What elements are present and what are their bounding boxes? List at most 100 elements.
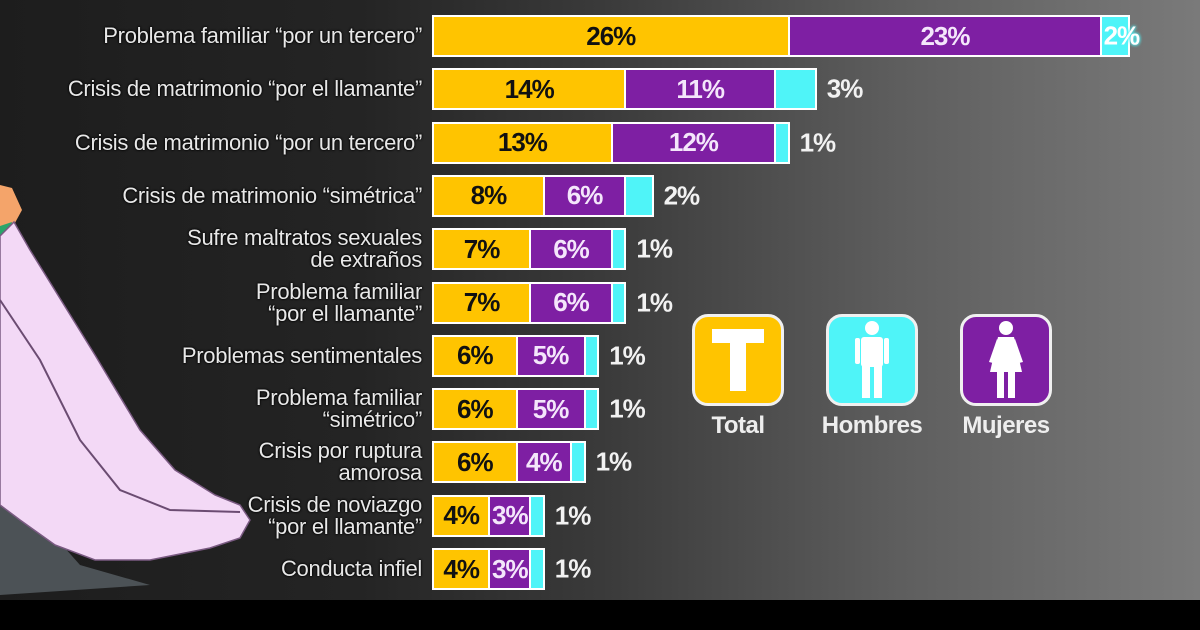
- bar-men: [610, 283, 625, 322]
- bar-total-label: 8%: [470, 180, 508, 211]
- bar-women: 5%: [515, 390, 584, 429]
- category-label: Sufre maltratos sexuales de extraños: [187, 225, 422, 273]
- bar-men-label: 1%: [636, 287, 673, 317]
- bar-total-label: 6%: [457, 446, 494, 477]
- bar-women: 23%: [787, 17, 1101, 55]
- bar-row: 7% 6%: [432, 281, 627, 324]
- bar-row: 4% 3%: [432, 494, 545, 537]
- bar-men-label: 1%: [554, 553, 592, 584]
- bar-total-label: 6%: [457, 340, 494, 371]
- bar-row: 7% 6%: [432, 228, 627, 271]
- bar-total: 7%: [434, 283, 530, 322]
- bar-men: [529, 550, 543, 588]
- bar-total-label: 7%: [463, 233, 501, 264]
- woman-glyph: [989, 321, 1023, 398]
- bottom-strip: [0, 600, 1200, 630]
- bar-total: 8%: [434, 176, 543, 215]
- bar-women-label: 6%: [553, 233, 590, 264]
- legend-item-total: Total: [690, 314, 786, 440]
- legend-item-women: Mujeres: [958, 314, 1054, 440]
- bar-total-label: 26%: [586, 20, 636, 51]
- bar-men-label: 1%: [799, 127, 837, 158]
- bar-total-label: 6%: [457, 393, 494, 424]
- foot-illustration: [0, 185, 251, 595]
- bar-women: 3%: [488, 496, 530, 535]
- legend-label-men: Hombres: [821, 412, 923, 439]
- bar-row: 14% 11%: [432, 68, 817, 111]
- bar-men-label: 2%: [1103, 20, 1141, 51]
- bar-women-label: 3%: [492, 553, 529, 584]
- bar-men-label: 1%: [636, 233, 673, 264]
- category-label: Crisis de matrimonio “por un tercero”: [74, 129, 422, 155]
- bar-row: 13% 12%: [432, 121, 790, 164]
- bar-men: [529, 496, 543, 535]
- bar-men: [773, 70, 815, 109]
- category-label: Crisis de noviazgo “por el llamante”: [247, 491, 423, 539]
- bar-men: [583, 390, 598, 429]
- bar-women-label: 12%: [668, 127, 719, 158]
- bar-row: 6% 5%: [432, 334, 600, 377]
- bar-women-label: 6%: [566, 180, 604, 211]
- bar-total-label: 7%: [463, 287, 501, 317]
- bar-women: 4%: [515, 443, 570, 482]
- bar-total-label: 13%: [497, 127, 548, 158]
- category-label: Crisis de matrimonio “simétrica”: [122, 182, 422, 208]
- bar-total: 7%: [434, 230, 530, 269]
- category-label: Crisis de matrimonio “por el llamante”: [67, 76, 422, 102]
- bar-men-label: 1%: [609, 393, 646, 424]
- bar-women: 12%: [610, 123, 774, 162]
- bar-total: 4%: [434, 550, 489, 588]
- bar-men: [1100, 17, 1128, 55]
- bar-men-label: 1%: [609, 340, 646, 371]
- category-label: Problema familiar “por un tercero”: [103, 23, 422, 48]
- legend-item-men: Hombres: [821, 314, 923, 440]
- man-glyph: [855, 321, 889, 398]
- bar-total: 6%: [434, 443, 516, 482]
- bar-women-label: 4%: [526, 446, 563, 477]
- bar-total: 26%: [434, 17, 788, 55]
- bar-women-label: 11%: [676, 73, 725, 104]
- bar-men: [583, 336, 598, 375]
- letter-t-icon: [692, 314, 784, 406]
- bar-row: 26% 23%: [432, 15, 1130, 57]
- t-glyph: [712, 329, 764, 391]
- woman-icon: [960, 314, 1052, 406]
- bar-row: 6% 4%: [432, 441, 586, 484]
- bar-total: 6%: [434, 336, 516, 375]
- bar-men-label: 2%: [663, 180, 701, 211]
- bar-women: 11%: [624, 70, 774, 109]
- bar-women: 6%: [529, 230, 611, 269]
- bar-men: [610, 230, 625, 269]
- bar-men: [624, 176, 652, 215]
- bar-women: 6%: [542, 176, 625, 215]
- bar-total-label: 4%: [443, 500, 480, 531]
- category-label: Problemas sentimentales: [181, 342, 422, 368]
- legend-label-total: Total: [711, 412, 765, 439]
- bar-women: 6%: [529, 283, 611, 322]
- bar-women: 5%: [515, 336, 584, 375]
- legend: Total Hombres Mujeres: [690, 314, 1054, 440]
- bar-men-label: 3%: [826, 73, 864, 104]
- bar-total-label: 14%: [504, 73, 555, 104]
- bar-men-label: 1%: [554, 500, 592, 531]
- bar-men: [773, 123, 788, 162]
- bar-women-label: 6%: [553, 287, 590, 317]
- bar-men-label: 1%: [595, 446, 633, 477]
- category-label: Crisis por ruptura amorosa: [258, 438, 423, 486]
- bar-total: 4%: [434, 496, 489, 535]
- category-label: Problema familiar “simétrico”: [255, 385, 422, 433]
- bar-women: 3%: [488, 550, 530, 588]
- foot-shape: [0, 220, 251, 561]
- bar-row: 8% 6%: [432, 174, 654, 217]
- bar-total: 13%: [434, 123, 611, 162]
- category-label: Problema familiar “por el llamante”: [255, 278, 422, 326]
- category-label: Conducta infiel: [280, 556, 422, 581]
- bar-row: 6% 5%: [432, 388, 600, 431]
- man-icon: [826, 314, 918, 406]
- legend-label-women: Mujeres: [962, 412, 1050, 439]
- bar-women-label: 5%: [532, 340, 570, 371]
- category-labels: Problema familiar “por un tercero” Crisis…: [0, 0, 422, 600]
- bar-total: 6%: [434, 390, 516, 429]
- bar-total-label: 4%: [443, 553, 480, 584]
- bar-row: 4% 3%: [432, 548, 545, 590]
